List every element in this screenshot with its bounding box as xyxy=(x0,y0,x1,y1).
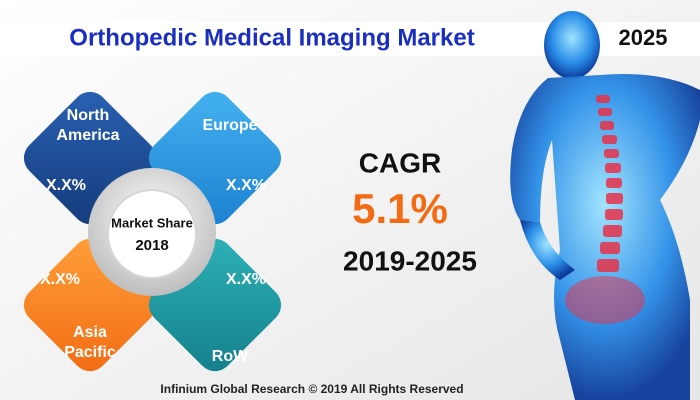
center-label: Market Share xyxy=(111,215,193,230)
region-value: X.X% xyxy=(226,177,266,194)
title-year: 2025 xyxy=(619,25,668,50)
skeleton-figure xyxy=(510,11,700,400)
center-disc xyxy=(107,189,197,279)
center-year: 2018 xyxy=(135,237,168,254)
region-label: North xyxy=(67,107,110,124)
region-label: Europe xyxy=(202,117,257,134)
region-value: X.X% xyxy=(40,271,80,288)
region-label: RoW xyxy=(212,348,249,365)
region-label: America xyxy=(56,127,119,144)
region-value: X.X% xyxy=(46,177,86,194)
region-label: Asia xyxy=(73,324,107,341)
title: Orthopedic Medical Imaging Market xyxy=(69,24,474,51)
cagr-value: 5.1% xyxy=(352,185,448,232)
region-value: X.X% xyxy=(226,271,266,288)
cagr-label: CAGR xyxy=(359,147,441,178)
footer: Infinium Global Research © 2019 All Righ… xyxy=(160,382,463,396)
region-label: Pacific xyxy=(64,344,116,361)
cagr-period: 2019-2025 xyxy=(343,245,477,276)
